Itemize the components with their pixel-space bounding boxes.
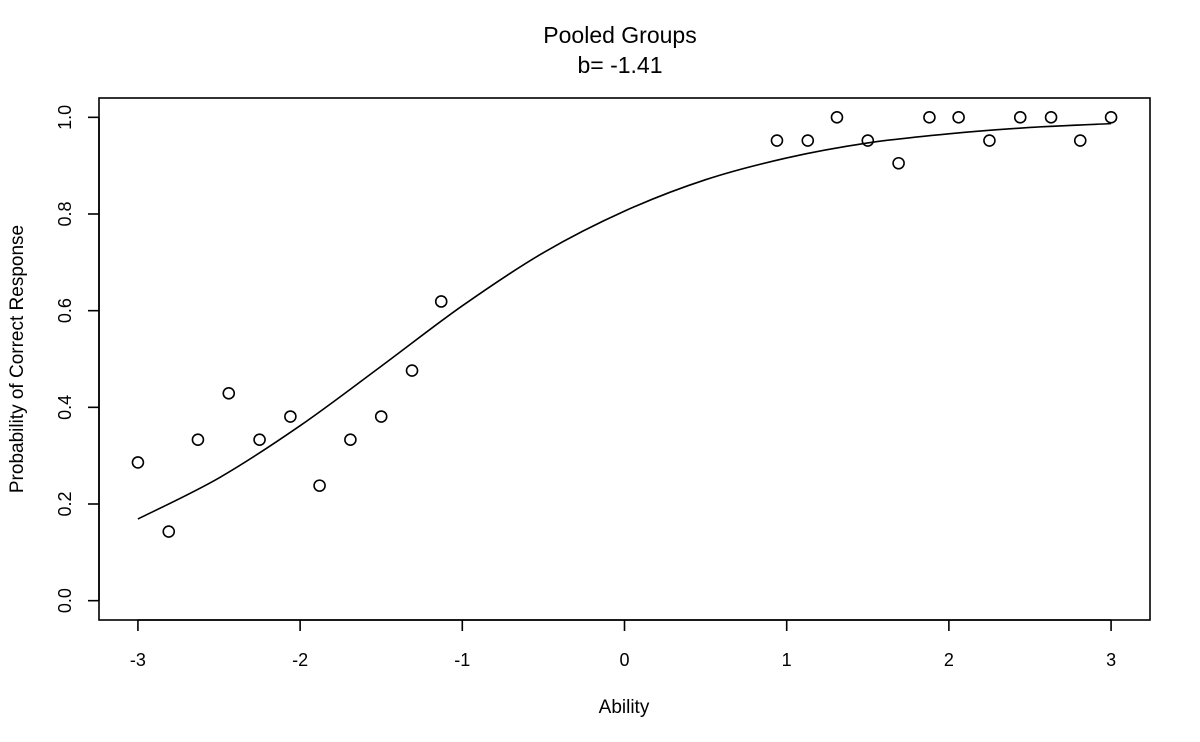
data-point [313, 479, 326, 492]
data-point [1104, 111, 1118, 124]
data-point [434, 295, 448, 308]
data-point [284, 410, 297, 423]
data-point [344, 433, 357, 447]
y-axis: 0.0 0.2 0.4 0.6 0.8 1.0 [55, 105, 100, 613]
y-tick-label: 1.0 [55, 105, 75, 130]
x-tick-label: 2 [944, 650, 954, 670]
x-tick-label: 0 [619, 650, 629, 670]
data-point [1073, 134, 1087, 147]
data-point [1013, 111, 1027, 124]
fitted-curve-layer [137, 122, 1112, 520]
y-tick-label: 0.6 [55, 298, 75, 323]
data-point [222, 387, 236, 400]
data-point [801, 134, 815, 147]
x-tick-label: -1 [454, 650, 470, 670]
chart-subtitle: b= -1.41 [577, 52, 662, 78]
x-tick-label: 1 [782, 650, 792, 670]
y-axis-label: Probability of Correct Response [7, 225, 28, 493]
plot-frame [98, 97, 1151, 621]
data-point [892, 156, 905, 170]
x-tick-label: -2 [292, 650, 308, 670]
y-tick-label: 0.8 [55, 201, 75, 226]
data-point [191, 433, 205, 447]
data-point [830, 111, 844, 124]
data-point [131, 456, 145, 469]
chart-title: Pooled Groups [543, 22, 696, 48]
x-axis-label: Ability [599, 697, 650, 718]
y-tick-label: 0.0 [55, 588, 75, 613]
x-tick-label: -3 [130, 650, 146, 670]
data-point [952, 111, 965, 124]
data-point [253, 433, 266, 447]
data-point [374, 410, 388, 423]
data-point [861, 134, 875, 147]
fitted-curve [137, 122, 1112, 520]
data-point [162, 525, 176, 538]
data-point [1044, 111, 1058, 124]
y-tick-label: 0.4 [55, 395, 75, 420]
y-tick-label: 0.2 [55, 491, 75, 516]
data-point [405, 364, 419, 377]
data-point [923, 111, 936, 124]
data-point [983, 134, 996, 147]
data-points-layer [131, 111, 1118, 538]
data-point [770, 134, 784, 147]
x-tick-label: 3 [1106, 650, 1116, 670]
x-axis: -3 -2 -1 0 1 2 3 [130, 619, 1116, 670]
